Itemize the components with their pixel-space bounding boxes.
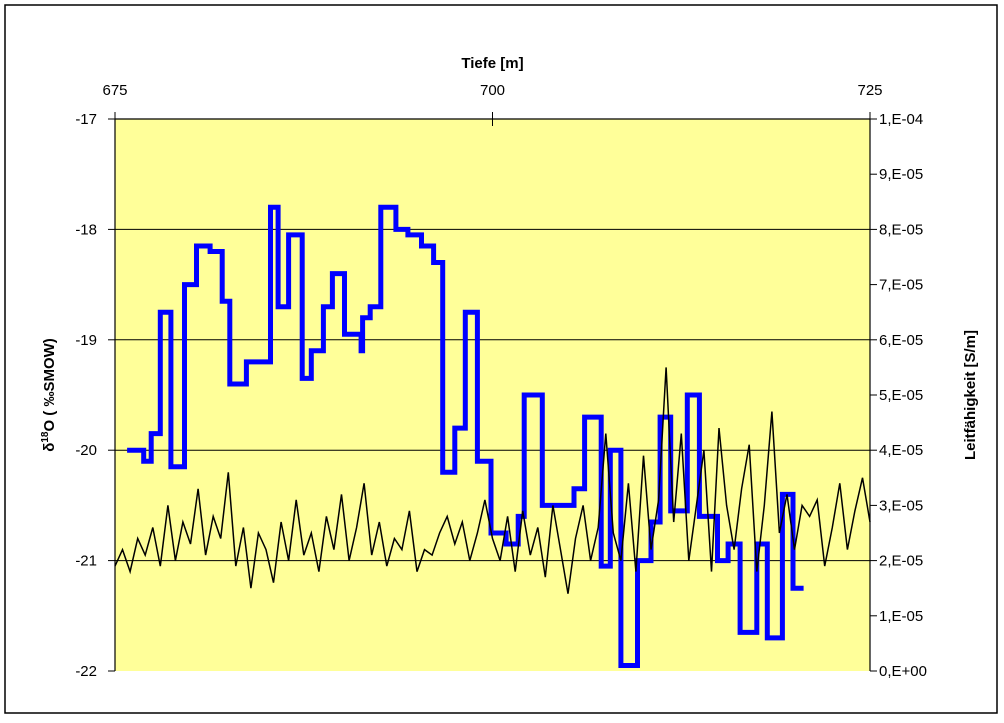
x-tick-label: 675: [102, 82, 127, 99]
plot-area: [115, 119, 870, 671]
axes: [108, 112, 877, 672]
y-right-tick-label: 6,E-05: [879, 332, 923, 349]
x-tick-label: 725: [857, 82, 882, 99]
series-isotope-step: [127, 204, 804, 668]
y-left-tick-label: -17: [75, 111, 97, 128]
y-right-tick-label: 5,E-05: [879, 387, 923, 404]
y-left-title-rest: O ( ‰SMOW): [41, 338, 58, 431]
x-axis-title: Tiefe [m]: [461, 55, 523, 72]
y-right-tick-label: 1,E-04: [879, 111, 923, 128]
y-left-tick-label: -20: [75, 442, 97, 459]
series-conductivity-line: [114, 367, 871, 594]
tick-labels: -22 -21 -20 -19 -18 -17 0,E+00 1,E-05 2,E-05 3,E-…: [75, 82, 927, 680]
y-left-title-sup: 18: [40, 431, 51, 443]
y-left-tick-label: -21: [75, 553, 97, 570]
gridlines: [115, 228, 870, 562]
x-tick-label: 700: [480, 82, 505, 99]
y-right-tick-label: 8,E-05: [879, 221, 923, 238]
y-right-tick-label: 2,E-05: [879, 553, 923, 570]
y-right-tick-label: 0,E+00: [879, 663, 927, 680]
y-left-tick-label: -18: [75, 221, 97, 238]
y-left-tick-label: -19: [75, 332, 97, 349]
y-left-title-delta: δ: [41, 443, 58, 452]
y-right-axis-title: Leitfähigkeit [S/m]: [962, 330, 979, 460]
y-right-tick-label: 9,E-05: [879, 166, 923, 183]
y-right-tick-label: 4,E-05: [879, 442, 923, 459]
y-left-tick-label: -22: [75, 663, 97, 680]
y-left-axis-title: δ18O ( ‰SMOW): [40, 338, 58, 452]
y-right-tick-label: 1,E-05: [879, 608, 923, 625]
y-right-tick-label: 3,E-05: [879, 497, 923, 514]
y-right-tick-label: 7,E-05: [879, 277, 923, 294]
series-layer: [114, 204, 871, 668]
